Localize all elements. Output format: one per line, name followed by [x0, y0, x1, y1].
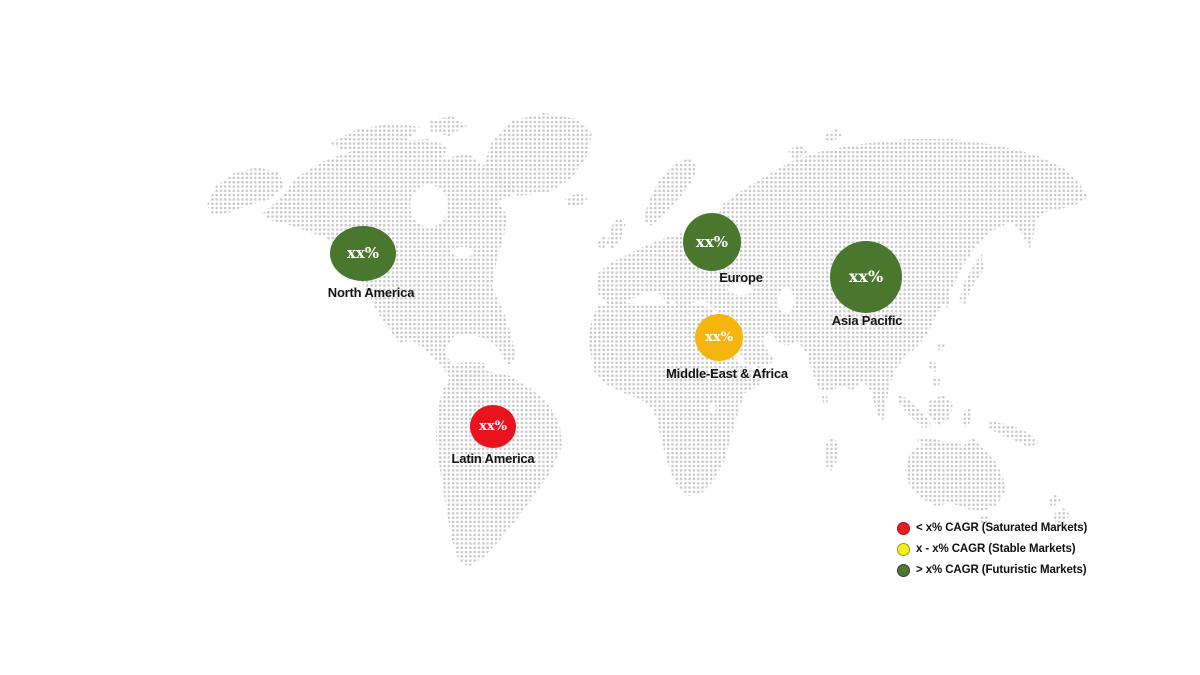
region-bubble-europe: xx% — [683, 213, 741, 271]
arctic-islands — [428, 116, 467, 136]
madagascar — [824, 436, 839, 471]
red-circle-icon — [897, 521, 910, 535]
water-bodies — [410, 185, 1014, 412]
new-guinea — [989, 421, 1040, 447]
new-zealand — [1048, 494, 1061, 508]
region-label-north-america: North America — [327, 285, 415, 300]
arctic-islands — [822, 129, 843, 143]
legend-item-label: x - x% CAGR (Stable Markets) — [916, 543, 1076, 555]
new-zealand — [1053, 508, 1070, 525]
region-bubble-middle-east-africa: xx% — [695, 314, 743, 361]
yellow-circle-icon — [897, 542, 910, 556]
iceland — [565, 193, 589, 206]
region-value: xx% — [848, 267, 884, 286]
legend-item-futuristic: > x% CAGR (Futuristic Markets) — [897, 563, 1087, 577]
korea — [940, 291, 951, 308]
sulawesi — [961, 408, 972, 428]
borneo — [928, 395, 953, 426]
region-value: xx% — [346, 244, 380, 262]
australia — [905, 437, 1005, 511]
continent-north-america — [262, 139, 516, 407]
region-label-asia-pacific: Asia Pacific — [831, 313, 903, 328]
continent-alaska — [207, 167, 284, 214]
region-bubble-north-america: xx% — [330, 226, 396, 281]
continent-south-america — [436, 370, 562, 566]
arctic-islands — [788, 144, 807, 161]
region-label-middle-east-africa: Middle-East & Africa — [666, 366, 788, 381]
region-label-latin-america: Latin America — [451, 451, 535, 466]
caribbean-islands — [433, 341, 448, 347]
taiwan — [936, 342, 945, 352]
philippines — [929, 361, 938, 372]
region-bubble-asia-pacific: xx% — [830, 241, 902, 313]
green-circle-icon — [897, 563, 910, 577]
sumatra — [897, 395, 932, 428]
region-label-europe: Europe — [719, 270, 763, 285]
ireland — [595, 236, 609, 250]
legend-item-label: > x% CAGR (Futuristic Markets) — [916, 564, 1087, 576]
falkland-islands — [479, 546, 490, 552]
arctic-islands — [330, 123, 420, 151]
philippines — [931, 376, 941, 388]
great-britain — [607, 218, 626, 249]
greenland — [483, 113, 592, 196]
japan — [959, 252, 991, 305]
tasmania — [978, 514, 991, 527]
region-value: xx% — [479, 419, 507, 434]
legend-item-saturated: < x% CAGR (Saturated Markets) — [897, 521, 1087, 535]
region-value: xx% — [705, 330, 733, 345]
legend-item-label: < x% CAGR (Saturated Markets) — [916, 522, 1088, 534]
scandinavia — [643, 158, 698, 226]
legend-item-stable: x - x% CAGR (Stable Markets) — [897, 542, 1087, 556]
sri-lanka — [822, 395, 828, 403]
cagr-legend: < x% CAGR (Saturated Markets) x - x% CAG… — [897, 521, 1087, 584]
region-bubble-latin-america: xx% — [470, 405, 516, 448]
region-value: xx% — [695, 232, 729, 251]
